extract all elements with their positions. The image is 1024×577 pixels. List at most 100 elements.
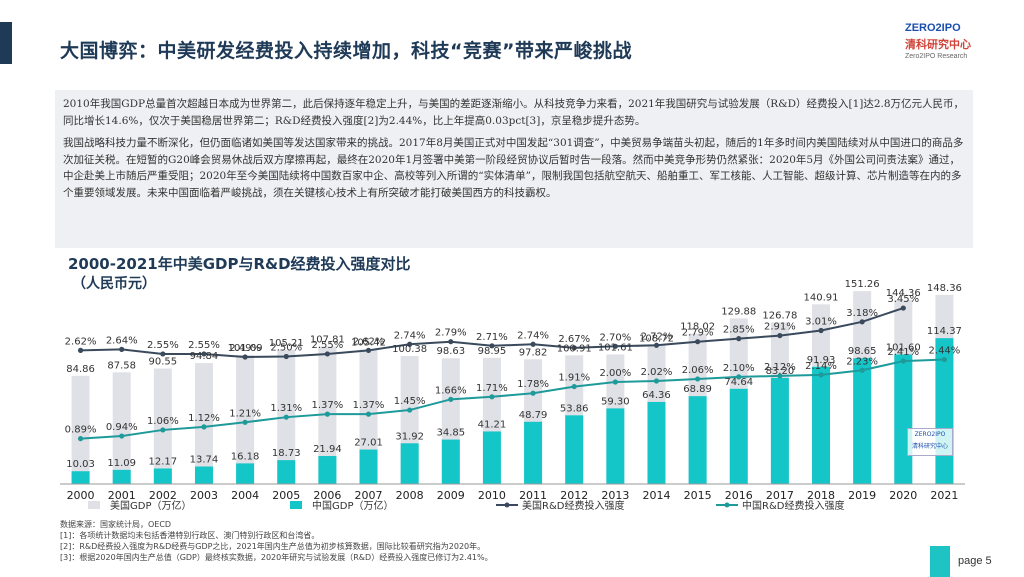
us-rd-point bbox=[201, 351, 207, 357]
us-gdp-label: 140.91 bbox=[804, 292, 839, 303]
chart-subtitle: （人民币元） bbox=[72, 276, 156, 292]
cn-gdp-label: 34.85 bbox=[436, 428, 465, 439]
us-rd-point bbox=[365, 347, 372, 353]
cn-rd-point bbox=[283, 414, 289, 420]
us-gdp-label: 107.81 bbox=[310, 335, 345, 346]
logo-top: ZERO2IPO bbox=[905, 22, 961, 34]
summary-box: 2010年我国GDP总量首次超越日本成为世界第二，此后保持逐年稳定上升，与美国的… bbox=[55, 90, 973, 248]
us-gdp-label: 144.36 bbox=[886, 288, 921, 299]
us-rd-label: 2.67% bbox=[558, 334, 590, 345]
cn-gdp-bar bbox=[71, 471, 90, 484]
us-rd-label: 2.55% bbox=[188, 340, 220, 351]
chart-watermark: ZERO2IPO 清科研究中心 bbox=[907, 428, 953, 456]
cn-rd-label: 1.78% bbox=[517, 379, 549, 390]
cn-gdp-label: 13.74 bbox=[190, 454, 219, 465]
cn-gdp-bar bbox=[236, 463, 255, 484]
us-gdp-bar bbox=[71, 375, 90, 484]
legend-label: 中国R&D经费投入强度 bbox=[742, 499, 844, 512]
cn-rd-label: 2.44% bbox=[929, 346, 961, 357]
cn-rd-label: 0.89% bbox=[65, 425, 97, 436]
us-gdp-label: 108.72 bbox=[639, 333, 674, 344]
cn-rd-point bbox=[365, 411, 372, 417]
us-gdp-label: 87.58 bbox=[107, 360, 136, 371]
x-tick-label: 2015 bbox=[684, 489, 712, 502]
us-rd-point bbox=[653, 342, 660, 348]
us-rd-point bbox=[859, 319, 865, 325]
cn-gdp-bar bbox=[729, 388, 748, 484]
legend-marker-cn-rd bbox=[724, 502, 730, 508]
cn-rd-point bbox=[119, 433, 125, 439]
cn-gdp-bar bbox=[853, 358, 872, 484]
us-rd-label: 2.79% bbox=[435, 328, 467, 339]
us-gdp-label: 151.26 bbox=[845, 279, 880, 290]
cn-rd-point bbox=[695, 376, 701, 382]
us-rd-label: 3.18% bbox=[846, 308, 878, 319]
us-rd-label: 2.71% bbox=[476, 332, 508, 343]
cn-gdp-label: 27.01 bbox=[354, 438, 383, 449]
cn-gdp-bar bbox=[441, 439, 460, 484]
legend-label: 中国GDP（万亿） bbox=[312, 499, 393, 512]
cn-rd-point bbox=[489, 394, 495, 400]
us-rd-point bbox=[77, 347, 84, 353]
us-rd-label: 2.74% bbox=[394, 330, 426, 341]
cn-rd-point bbox=[530, 390, 536, 396]
cn-gdp-bar bbox=[400, 443, 419, 484]
logo: ZERO2IPO 清科研究中心 Zero2IPO Research bbox=[905, 22, 1005, 70]
summary-paragraph-1: 2010年我国GDP总量首次超越日本成为世界第二，此后保持逐年稳定上升，与美国的… bbox=[63, 98, 965, 127]
cn-gdp-label: 91.93 bbox=[807, 355, 836, 366]
cn-rd-point bbox=[612, 379, 618, 385]
cn-gdp-label: 68.89 bbox=[683, 384, 712, 395]
cn-rd-label: 2.02% bbox=[641, 367, 673, 378]
us-rd-point bbox=[324, 351, 330, 357]
x-tick-label: 2016 bbox=[725, 489, 753, 502]
us-gdp-label: 126.78 bbox=[762, 310, 797, 321]
cn-gdp-label: 12.17 bbox=[149, 456, 178, 467]
cn-gdp-bar bbox=[359, 449, 378, 484]
us-rd-point bbox=[571, 345, 577, 351]
x-tick-label: 2021 bbox=[930, 489, 958, 502]
cn-rd-point bbox=[201, 424, 207, 430]
x-tick-label: 2009 bbox=[437, 489, 465, 502]
note-2: [2]：R&D经费投入强度为R&D经费与GDP之比，2021年国内生产总值为初步… bbox=[60, 542, 486, 551]
logo-cn: 清科研究中心 bbox=[905, 38, 971, 51]
x-tick-label: 2017 bbox=[766, 489, 794, 502]
us-gdp-label: 100.91 bbox=[557, 343, 592, 354]
us-rd-point bbox=[242, 354, 248, 360]
us-rd-point bbox=[283, 353, 289, 360]
cn-rd-label: 1.06% bbox=[147, 416, 179, 427]
cn-gdp-label: 74.64 bbox=[724, 377, 753, 388]
cn-rd-label: 1.71% bbox=[476, 383, 508, 394]
us-rd-point bbox=[119, 346, 125, 352]
cn-rd-point bbox=[160, 427, 166, 433]
legend-label: 美国R&D经费投入强度 bbox=[522, 499, 624, 512]
us-gdp-label: 101.09 bbox=[228, 343, 263, 354]
cn-rd-label: 1.91% bbox=[558, 373, 590, 384]
x-tick-label: 2004 bbox=[231, 489, 259, 502]
summary-paragraph-2: 我国战略科技力量不断深化，但仍面临诸如美国等发达国家带来的挑战。2017年8月美… bbox=[63, 137, 964, 199]
x-tick-label: 2002 bbox=[149, 489, 177, 502]
us-rd-point bbox=[736, 336, 742, 342]
us-gdp-bar bbox=[194, 363, 213, 484]
us-rd-label: 2.64% bbox=[106, 335, 138, 346]
us-rd-point bbox=[612, 343, 618, 349]
page-bar bbox=[930, 546, 950, 577]
us-rd-point bbox=[530, 341, 536, 347]
x-tick-label: 2018 bbox=[807, 489, 835, 502]
us-rd-label: 3.01% bbox=[805, 316, 837, 327]
chart-title-main: 2000-2021年中美GDP与R&D经费投入强度对比 bbox=[68, 255, 411, 273]
us-rd-label: 2.72% bbox=[641, 331, 673, 342]
page-title: 大国博弈：中美研发经费投入持续增加，科技“竞赛”带来严峻挑战 bbox=[60, 40, 632, 62]
x-tick-label: 2019 bbox=[848, 489, 876, 502]
us-gdp-label: 90.55 bbox=[149, 357, 178, 368]
us-gdp-label: 98.63 bbox=[436, 346, 465, 357]
us-rd-point bbox=[160, 351, 166, 357]
cn-gdp-bar bbox=[112, 469, 131, 484]
us-gdp-label: 97.82 bbox=[519, 347, 548, 358]
cn-rd-label: 1.37% bbox=[353, 400, 385, 411]
cn-rd-point bbox=[448, 396, 454, 402]
chart-title: 2000-2021年中美GDP与R&D经费投入强度对比 （人民币元） bbox=[68, 254, 411, 294]
cn-rd-label: 1.45% bbox=[394, 396, 426, 407]
cn-gdp-label: 64.36 bbox=[642, 390, 671, 401]
us-gdp-label: 118.02 bbox=[680, 322, 715, 333]
cn-rd-point bbox=[242, 419, 248, 425]
